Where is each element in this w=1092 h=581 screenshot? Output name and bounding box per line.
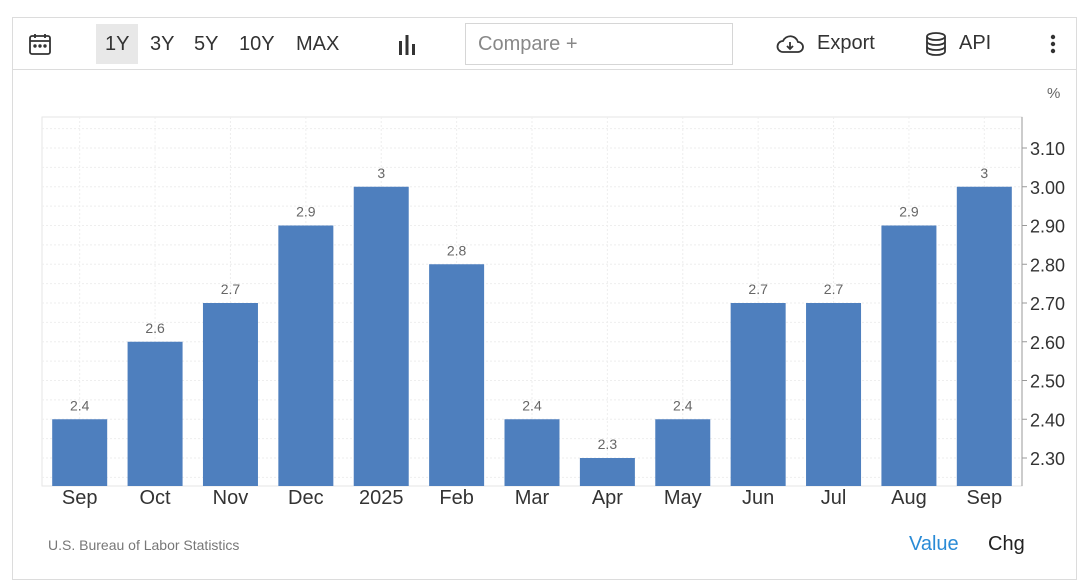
y-tick-label: 2.30 <box>1030 449 1065 469</box>
bar <box>353 186 409 486</box>
bar <box>504 419 560 486</box>
y-tick-label: 2.40 <box>1030 410 1065 430</box>
bar <box>730 303 786 486</box>
bar-value-label: 2.4 <box>673 397 693 413</box>
x-tick-label: Aug <box>891 487 927 509</box>
range-1y-button[interactable]: 1Y <box>96 24 139 64</box>
x-tick-label: Mar <box>515 487 550 509</box>
y-tick-label: 2.90 <box>1030 217 1065 237</box>
tab-value[interactable]: Value <box>909 533 959 555</box>
bar <box>579 458 635 486</box>
x-tick-label: Jun <box>742 487 774 509</box>
x-tick-label: 2025 <box>359 487 404 509</box>
calendar-icon[interactable] <box>25 18 55 69</box>
y-unit-label: % <box>1047 85 1060 102</box>
bar <box>127 341 183 486</box>
x-tick-label: Dec <box>288 487 324 509</box>
y-tick-label: 3.00 <box>1030 178 1065 198</box>
bar <box>202 303 258 486</box>
bar-value-label: 2.9 <box>296 204 316 220</box>
bar-value-label: 3 <box>980 165 988 181</box>
bar-value-label: 2.8 <box>447 242 467 258</box>
y-tick-label: 3.10 <box>1030 139 1065 159</box>
bar-value-label: 2.3 <box>598 436 618 452</box>
y-tick-label: 2.60 <box>1030 333 1065 353</box>
tab-chg[interactable]: Chg <box>988 533 1025 555</box>
x-tick-label: Apr <box>592 487 623 509</box>
bar <box>655 419 711 486</box>
export-button[interactable]: Export <box>775 18 875 69</box>
x-tick-label: Sep <box>967 487 1003 509</box>
source-label: U.S. Bureau of Labor Statistics <box>48 537 240 553</box>
x-tick-label: Oct <box>140 487 172 509</box>
bar-value-label: 2.6 <box>145 320 165 336</box>
x-tick-label: Sep <box>62 487 98 509</box>
export-label: Export <box>817 32 875 54</box>
cloud-download-icon <box>776 34 804 53</box>
vertical-dots-icon[interactable] <box>1043 18 1063 69</box>
api-label: API <box>959 32 992 54</box>
x-tick-label: Jul <box>821 487 847 509</box>
api-button[interactable]: API <box>925 18 991 69</box>
range-10y-button[interactable]: 10Y <box>239 32 275 55</box>
x-tick-label: Nov <box>213 487 249 509</box>
bar-value-label: 3 <box>377 165 385 181</box>
bar <box>429 264 485 486</box>
bar-value-label: 2.7 <box>748 281 768 297</box>
x-tick-label: May <box>664 487 702 509</box>
bar <box>52 419 108 486</box>
y-tick-label: 2.50 <box>1030 372 1065 392</box>
bar <box>881 225 937 486</box>
compare-input[interactable] <box>465 23 733 65</box>
toolbar: 1Y 3Y 5Y 10Y MAX Export API <box>12 17 1077 70</box>
bar-chart-icon[interactable] <box>395 18 419 69</box>
bar-value-label: 2.4 <box>70 397 90 413</box>
y-tick-label: 2.80 <box>1030 255 1065 275</box>
bar-value-label: 2.9 <box>899 204 919 220</box>
bar <box>278 225 334 486</box>
range-3y-button[interactable]: 3Y <box>150 32 175 55</box>
bar-value-label: 2.4 <box>522 397 542 413</box>
range-5y-button[interactable]: 5Y <box>194 32 219 55</box>
x-tick-label: Feb <box>439 487 473 509</box>
range-max-button[interactable]: MAX <box>296 32 340 55</box>
bar-value-label: 2.7 <box>824 281 844 297</box>
bar-value-label: 2.7 <box>221 281 241 297</box>
bar <box>956 186 1012 486</box>
database-icon <box>926 31 946 56</box>
bar <box>806 303 862 486</box>
y-tick-label: 2.70 <box>1030 294 1065 314</box>
